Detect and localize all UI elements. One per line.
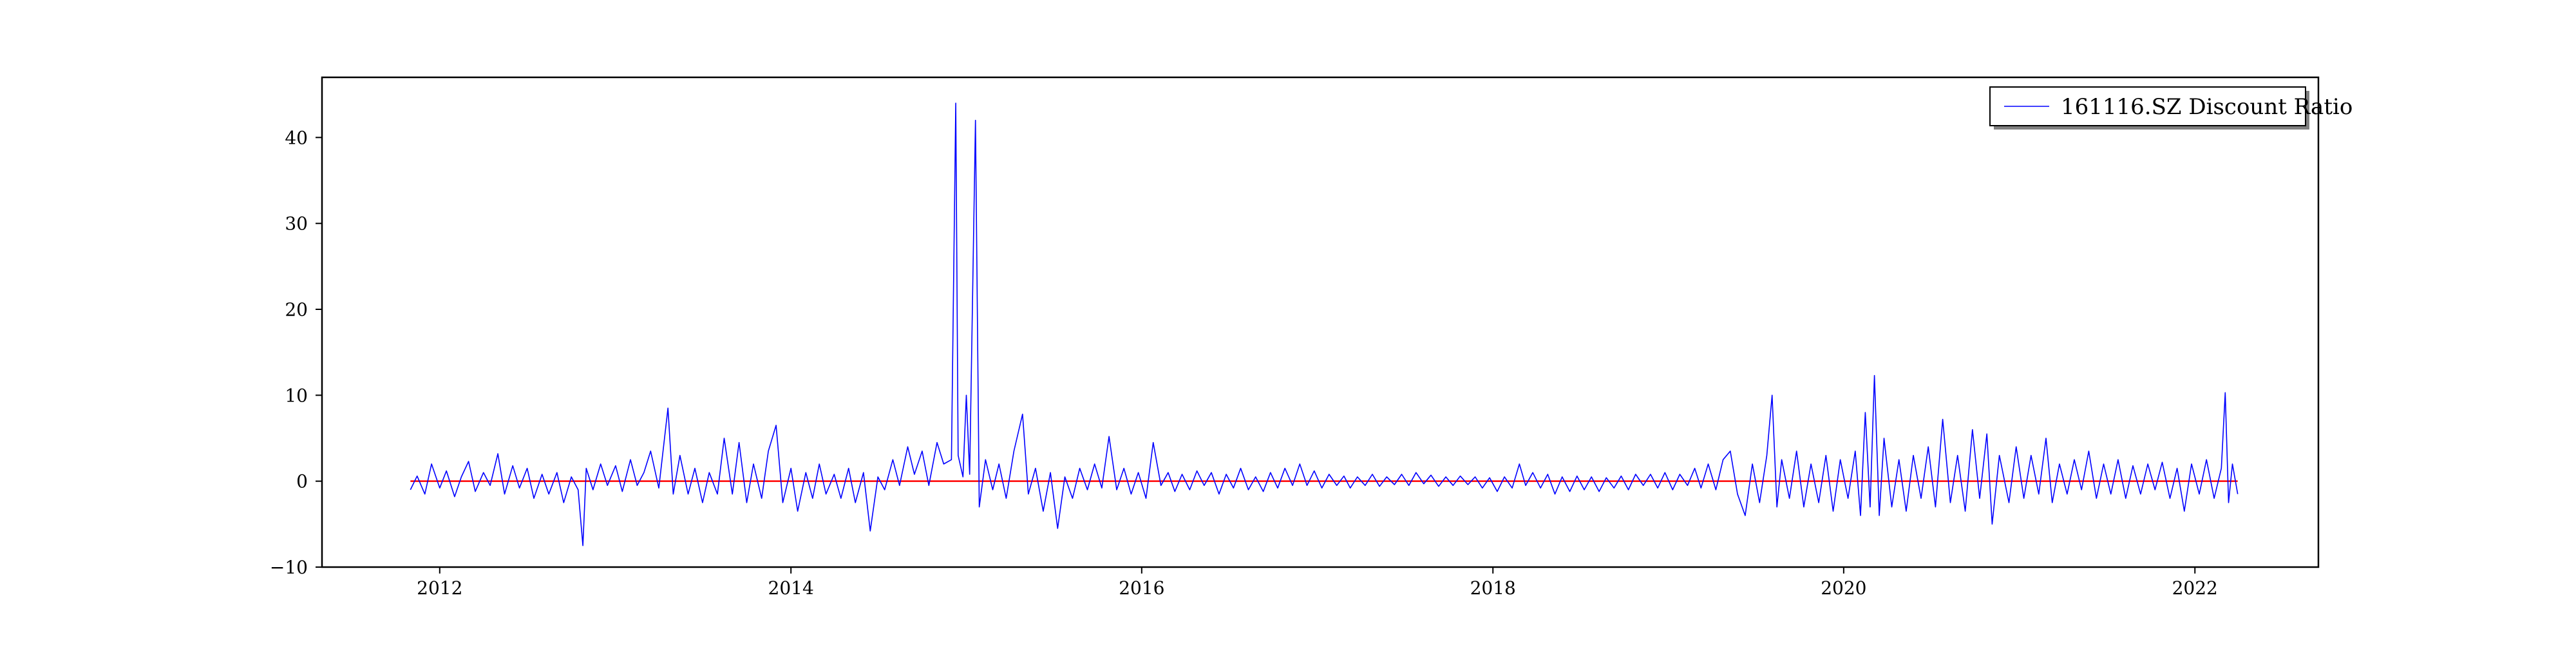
legend-label-discount-ratio: 161116.SZ Discount Ratio xyxy=(2061,94,2353,120)
y-tick-label-30: 30 xyxy=(285,213,308,235)
y-tick-label-10: 10 xyxy=(285,385,308,406)
series-line-discount-ratio xyxy=(410,102,2239,546)
y-tick-label-40: 40 xyxy=(285,127,308,148)
x-tick-label-2012: 2012 xyxy=(417,577,462,599)
plot-area xyxy=(410,102,2239,546)
x-tick-label-2020: 2020 xyxy=(1821,577,1866,599)
x-tick-label-2022: 2022 xyxy=(2172,577,2218,599)
x-axis: 2012 2014 2016 2018 2020 2022 xyxy=(417,567,2218,599)
y-axis: −10 0 10 20 30 40 xyxy=(270,127,322,578)
axes: 2012 2014 2016 2018 2020 2022 −10 0 10 20 30 40 xyxy=(270,76,2320,599)
plot-frame xyxy=(321,76,2320,568)
y-tick-label--10: −10 xyxy=(270,557,308,578)
x-tick-label-2018: 2018 xyxy=(1470,577,1516,599)
x-tick-label-2016: 2016 xyxy=(1119,577,1164,599)
y-tick-label-0: 0 xyxy=(296,471,308,492)
legend: 161116.SZ Discount Ratio xyxy=(1989,86,2353,130)
y-tick-label-20: 20 xyxy=(285,299,308,320)
x-tick-label-2014: 2014 xyxy=(768,577,814,599)
